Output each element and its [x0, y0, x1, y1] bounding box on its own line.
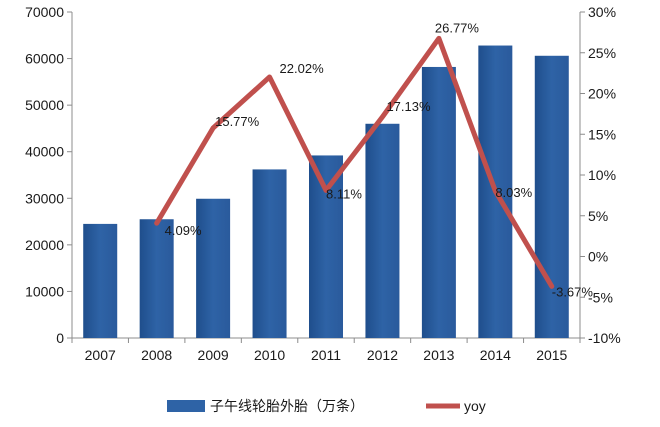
right-tick-label: -10% — [588, 330, 621, 346]
legend-label-bar: 子午线轮胎外胎（万条） — [210, 398, 364, 414]
x-tick-label: 2010 — [254, 347, 285, 363]
yoy-data-label: -3.67% — [552, 284, 594, 299]
bar — [139, 219, 174, 338]
yoy-data-label: 26.77% — [435, 20, 480, 35]
legend-label-line: yoy — [464, 398, 486, 414]
left-tick-label: 70000 — [25, 4, 64, 20]
data-labels: 4.09% 15.77% 22.02% 8.11% 17.13% 26.77% 8.03% -… — [165, 20, 594, 299]
yoy-data-label: 17.13% — [386, 99, 431, 114]
yoy-series — [154, 35, 555, 289]
bar — [309, 155, 343, 338]
x-tick-label: 2008 — [141, 347, 172, 363]
bar — [365, 123, 400, 339]
right-tick-label: 0% — [588, 249, 608, 265]
left-tick-label: 0 — [56, 330, 64, 346]
left-tick-label: 40000 — [25, 144, 64, 160]
right-tick-label: 25% — [588, 45, 616, 61]
right-tick-label: 15% — [588, 126, 616, 142]
yoy-data-label: 8.11% — [326, 186, 362, 201]
left-tick-label: 20000 — [25, 237, 64, 253]
x-tick-label: 2009 — [198, 347, 229, 363]
yoy-data-label: 8.03% — [495, 185, 532, 200]
bar-series — [83, 45, 569, 339]
bar — [83, 223, 118, 338]
yoy-data-label: 4.09% — [165, 223, 202, 238]
x-tick-label: 2011 — [311, 347, 341, 363]
bar — [534, 55, 569, 339]
x-tick-label: 2015 — [536, 347, 567, 363]
left-tick-label: 60000 — [25, 51, 64, 67]
legend-swatch-bar — [167, 400, 205, 412]
x-tick-label: 2007 — [85, 347, 116, 363]
x-tick-label: 2014 — [480, 347, 511, 363]
tick-labels: 0 10000 20000 30000 40000 50000 60000 70000 -10%… — [25, 4, 621, 363]
bar — [252, 169, 287, 338]
right-tick-label: 20% — [588, 86, 616, 102]
yoy-data-label: 22.02% — [280, 61, 325, 76]
left-tick-label: 10000 — [25, 283, 64, 299]
left-tick-label: 50000 — [25, 97, 64, 113]
yoy-data-label: 15.77% — [215, 114, 260, 129]
bar — [421, 66, 456, 338]
right-tick-label: -5% — [588, 289, 613, 305]
left-tick-label: 30000 — [25, 190, 64, 206]
right-tick-label: 5% — [588, 208, 608, 224]
right-tick-label: 30% — [588, 4, 616, 20]
x-tick-label: 2013 — [423, 347, 454, 363]
yoy-line — [154, 35, 555, 289]
legend: 子午线轮胎外胎（万条） yoy — [167, 398, 486, 414]
bar — [196, 198, 231, 338]
x-tick-label: 2012 — [367, 347, 398, 363]
right-tick-label: 10% — [588, 167, 616, 183]
